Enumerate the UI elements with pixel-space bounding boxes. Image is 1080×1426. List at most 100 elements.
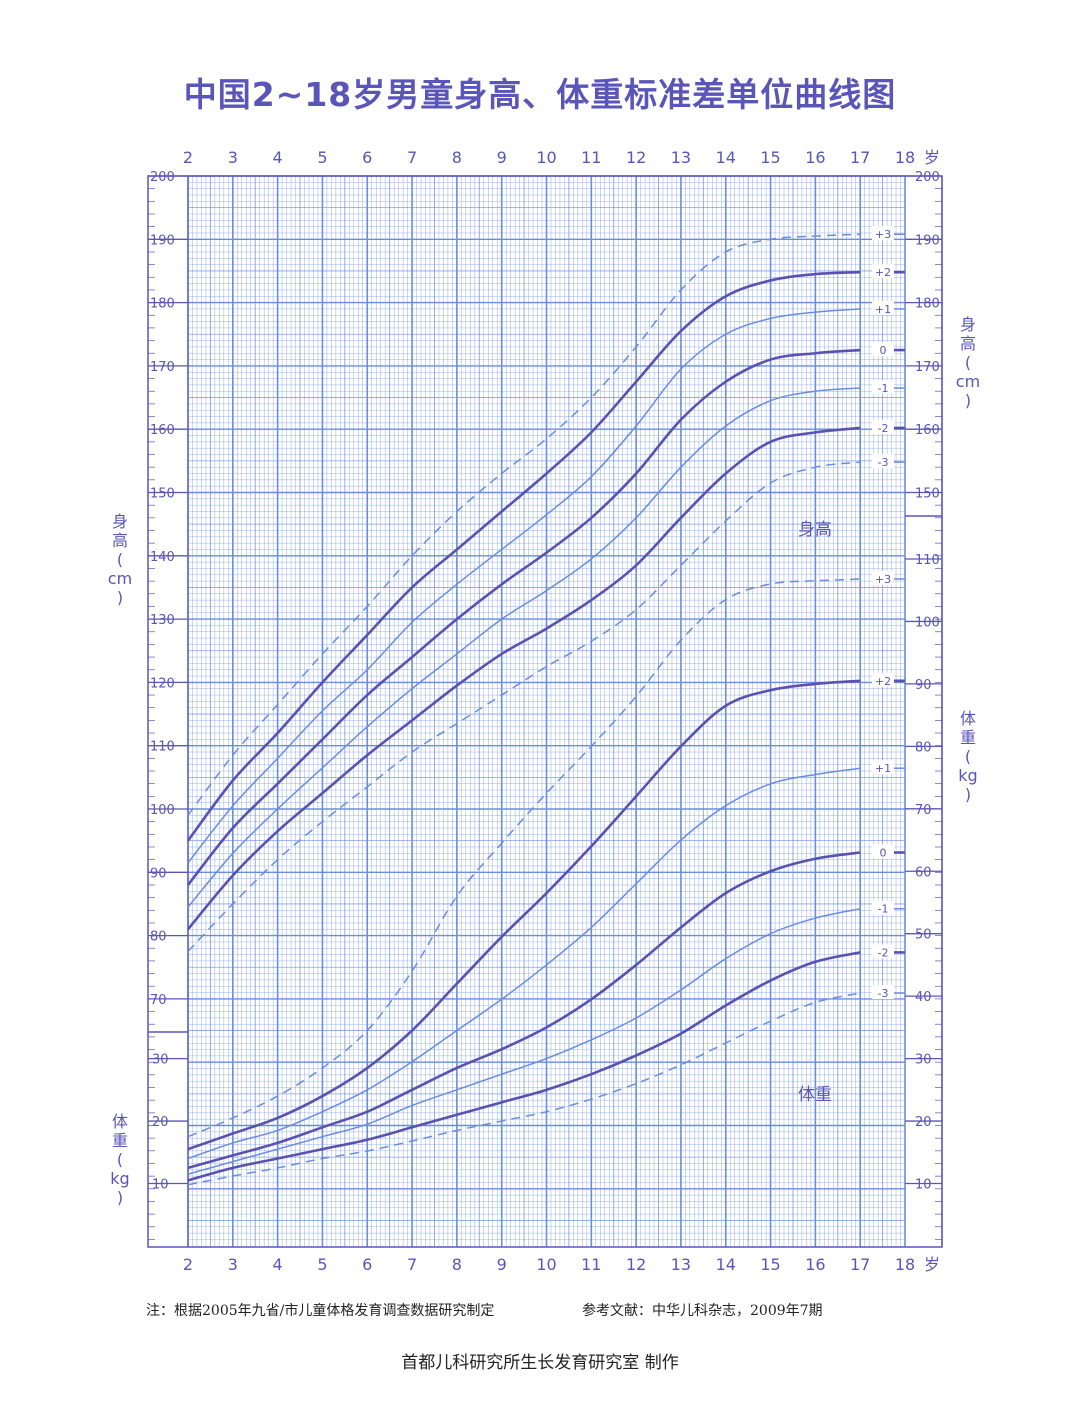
height-curve-label: +2 [875,266,891,279]
weight-section-label: 体重 [798,1085,832,1105]
top-age-label: 10 [536,148,556,167]
grid [187,175,906,1247]
height-curve-minus2 [187,426,861,931]
weight-curve-label: +2 [875,675,891,688]
bottom-age-label: 16 [805,1255,825,1274]
left-height-axis-title: ) [117,588,123,607]
height-curve-label: -3 [878,456,889,469]
bottom-age-label: 14 [716,1255,736,1274]
left-height-tick-label: 90 [150,866,167,881]
right-weight-tick-label: 110 [915,553,940,568]
right-weight-tick-label: 30 [915,1053,932,1068]
height-curve-label-bg [872,300,894,315]
curves [186,233,905,1186]
weight-curve-label: -1 [878,903,889,916]
left-height-tick-label: 150 [150,487,175,502]
height-curve-minus1 [187,387,861,908]
weight-curve-label: +1 [875,762,891,775]
top-age-label: 5 [317,148,327,167]
left-height-tick-label: 110 [150,740,175,755]
right-weight-axis-title: ) [965,785,971,804]
left-height-axis-title: 身 [112,512,128,531]
bottom-age-label: 10 [536,1255,556,1274]
top-age-label: 7 [407,148,417,167]
height-curve-plus3 [187,233,861,816]
left-height-tick-label: 200 [150,170,175,185]
weight-curve-label: 0 [880,847,887,860]
top-age-label: 15 [760,148,780,167]
left-height-tick-label: 120 [150,676,175,691]
left-weight-axis-title: 体 [112,1112,128,1131]
top-age-label: 12 [626,148,646,167]
bottom-age-label: 15 [760,1255,780,1274]
left-height-tick-label: 140 [150,550,175,565]
height-curve-label-bg [872,380,894,395]
bottom-age-label: 5 [317,1255,327,1274]
weight-curve-plus2 [187,679,861,1151]
bottom-age-unit: 岁 [924,1255,940,1274]
top-age-label: 14 [716,148,736,167]
bottom-age-label: 9 [497,1255,507,1274]
top-age-unit: 岁 [924,148,940,167]
right-height-tick-label: 170 [915,360,940,375]
right-weight-axis-title: ( [965,747,971,766]
right-weight-tick-label: 60 [915,865,932,880]
left-weight-axis-title: 重 [112,1131,128,1150]
left-weight-tick-label: 20 [152,1115,169,1130]
left-height-axis-title: ( [117,550,123,569]
left-height-tick-label: 180 [150,297,175,312]
left-height-tick-label: 80 [150,930,167,945]
top-age-label: 11 [581,148,601,167]
height-curve-plus2 [186,270,861,842]
left-height-tick-label: 190 [150,233,175,248]
left-weight-tick-label: 30 [152,1053,169,1068]
weight-curve-label: -2 [878,946,889,959]
right-weight-axis-title: kg [958,766,977,785]
bottom-age-label: 7 [407,1255,417,1274]
weight-curve-label-bg [872,944,894,959]
weight-curve-minus1 [187,907,861,1175]
height-curve-minus3 [187,461,861,952]
right-weight-tick-label: 20 [915,1115,932,1130]
weight-curve-label-bg [872,672,894,687]
right-weight-tick-label: 90 [915,678,932,693]
height-section-label: 身高 [798,520,832,540]
top-age-label: 18 [895,148,915,167]
bottom-age-label: 2 [183,1255,193,1274]
height-curve-0 [186,348,861,886]
left-height-tick-label: 100 [150,803,175,818]
weight-curve-label: +3 [875,573,891,586]
right-weight-tick-label: 10 [915,1178,932,1193]
left-height-axis-title: cm [108,569,132,588]
left-weight-axis-title: kg [110,1169,129,1188]
right-height-tick-label: 150 [915,487,940,502]
weight-curve-label-bg [872,900,894,915]
weight-curve-plus1 [187,767,861,1160]
bottom-age-label: 18 [895,1255,915,1274]
left-height-axis-title: 高 [112,531,128,550]
weight-curve-label-bg [872,985,894,1000]
right-height-axis-title: ) [965,391,971,410]
height-curve-plus1 [187,308,861,864]
right-height-axis-title: 身 [960,315,976,334]
right-weight-axis-title: 体 [960,709,976,728]
right-weight-tick-label: 80 [915,740,932,755]
labels: 7080901001101201301401501601701801902001… [108,148,980,1274]
left-height-tick-label: 170 [150,360,175,375]
height-curve-label: -2 [878,422,889,435]
bottom-age-label: 8 [452,1255,462,1274]
weight-curve-plus3 [187,578,861,1138]
left-height-tick-label: 130 [150,613,175,628]
weight-curve-label-bg [872,760,894,775]
top-age-label: 6 [362,148,372,167]
left-weight-axis-title: ( [117,1150,123,1169]
chart-title: 中国2~18岁男童身高、体重标准差单位曲线图 [183,75,897,114]
right-weight-tick-label: 50 [915,928,932,943]
bottom-age-label: 12 [626,1255,646,1274]
top-age-label: 9 [497,148,507,167]
bottom-age-label: 4 [273,1255,283,1274]
footnote: 注：根据2005年九省/市儿童体格发育调查数据研究制定 [146,1303,495,1319]
top-age-label: 17 [850,148,870,167]
height-curve-label: +1 [875,303,891,316]
